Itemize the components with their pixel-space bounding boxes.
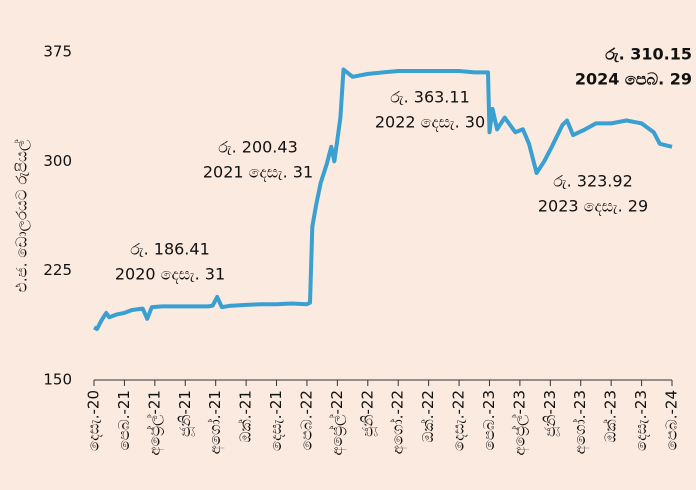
- x-tick-label: අප්‍රේල්-22: [328, 390, 347, 456]
- x-tick-label: අගෝ.-23: [571, 390, 590, 454]
- x-tick-label: ඔක්.-21: [236, 390, 254, 443]
- annotation: 2024 පෙබ. 29: [575, 70, 692, 89]
- x-tick-label: දෙසැ.-21: [267, 390, 285, 451]
- annotation: 2023 දෙසැ. 29: [538, 197, 648, 216]
- x-tick-label: අගෝ.-21: [206, 390, 225, 454]
- x-tick-label: ඔක්.-22: [419, 390, 437, 443]
- annotation: 2020 දෙසැ. 31: [115, 265, 225, 284]
- x-tick-label: පෙබ.-22: [297, 390, 315, 450]
- x-tick-label: පෙබ.-24: [663, 390, 681, 450]
- x-tick-label: දෙසැ.-20: [85, 390, 103, 451]
- y-tick-label: 225: [43, 261, 72, 279]
- x-tick-label: ජූනි-23: [541, 390, 560, 437]
- x-tick-label: ඔක්.-23: [602, 390, 620, 443]
- x-tick-label: පෙබ.-23: [480, 390, 498, 450]
- x-tick-label: අප්‍රේල්-23: [510, 390, 529, 456]
- x-tick-label: දෙසැ.-22: [450, 390, 468, 451]
- x-tick-label: ජූනි-21: [176, 390, 195, 437]
- x-tick-label: අප්‍රේල්-21: [145, 390, 164, 456]
- annotation: රු. 200.43: [218, 138, 298, 157]
- y-tick-label: 375: [43, 43, 72, 61]
- y-axis-label: එ.ජ. ඩොලරයට රුපියල්: [12, 139, 30, 292]
- x-tick-label: ජූනි-22: [358, 390, 377, 437]
- annotation: රු. 310.15: [605, 45, 692, 64]
- annotation: රු. 186.41: [130, 240, 210, 259]
- annotation: රු. 363.11: [390, 88, 470, 107]
- annotation: 2022 දෙසැ. 30: [375, 113, 485, 132]
- x-tick-label: දෙසැ.-23: [632, 390, 650, 451]
- annotation: 2021 දෙසැ. 31: [203, 163, 313, 182]
- line: [93, 67, 673, 331]
- x-tick-label: පෙබ.-21: [115, 390, 133, 450]
- annotation: රු. 323.92: [553, 172, 633, 191]
- x-tick-label: අගෝ.-22: [389, 390, 408, 454]
- y-tick-label: 150: [43, 371, 72, 389]
- y-tick-label: 300: [43, 152, 72, 170]
